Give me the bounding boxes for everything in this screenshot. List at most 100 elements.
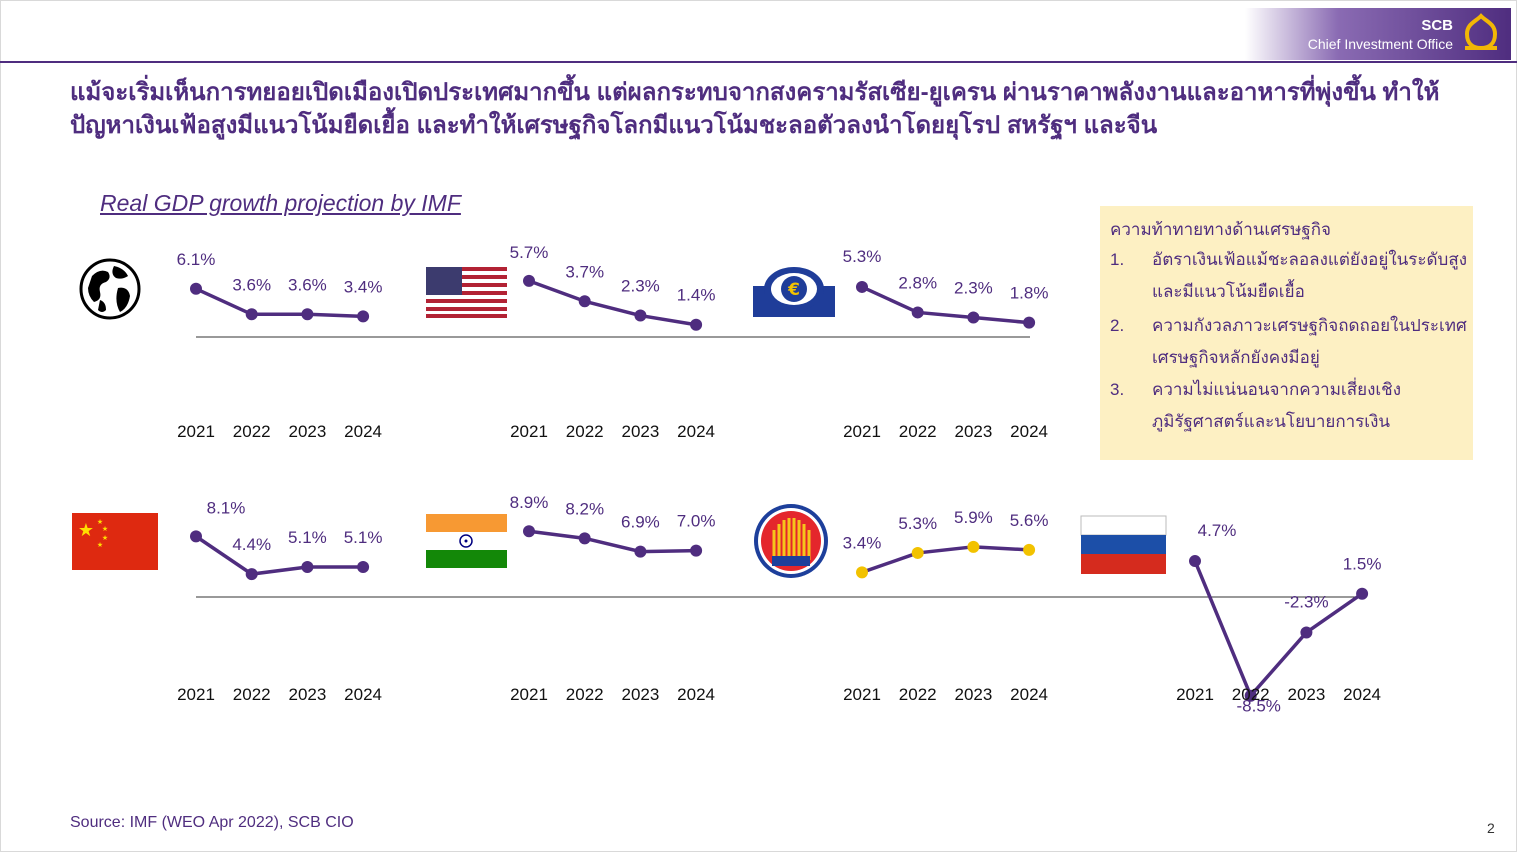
x-tick-label: 2024 xyxy=(677,422,715,441)
x-tick-label: 2022 xyxy=(899,422,937,441)
data-point xyxy=(245,568,258,581)
x-tick-label: 2021 xyxy=(843,422,881,441)
china-flag-icon: ★ ★ ★ ★ ★ xyxy=(72,513,158,570)
series-china: 8.1% 2021 4.4% 2022 5.1% 2023 5.1% 2024 xyxy=(177,498,382,704)
x-tick-label: 2024 xyxy=(344,685,382,704)
scb-logo-icon xyxy=(1464,13,1498,51)
x-tick-label: 2023 xyxy=(288,422,326,441)
data-point xyxy=(690,544,703,557)
series-line xyxy=(195,534,364,576)
data-label: 8.1% xyxy=(207,498,246,517)
data-label: 5.1% xyxy=(344,528,383,547)
series-india: 8.9% 2021 8.2% 2022 6.9% 2023 7.0% 2024 xyxy=(510,493,716,704)
x-tick-label: 2021 xyxy=(510,685,548,704)
source-note: Source: IMF (WEO Apr 2022), SCB CIO xyxy=(70,814,354,831)
ecb-euro-icon: € xyxy=(753,267,835,317)
data-label: 5.7% xyxy=(510,243,549,262)
data-point xyxy=(634,545,647,558)
data-point xyxy=(301,308,314,321)
data-label: 4.4% xyxy=(232,535,271,554)
data-label: 8.9% xyxy=(510,493,549,512)
series-united-states: 5.7% 2021 3.7% 2022 2.3% 2023 1.4% 2024 xyxy=(510,243,716,441)
data-point xyxy=(1356,587,1369,600)
globe-icon xyxy=(79,258,141,320)
note-item-number: 3. xyxy=(1110,380,1125,399)
data-point xyxy=(967,540,980,553)
data-label: 5.9% xyxy=(954,508,993,527)
india-flag-icon xyxy=(426,514,507,568)
data-point xyxy=(190,530,202,543)
x-tick-label: 2022 xyxy=(566,685,604,704)
x-tick-label: 2023 xyxy=(288,685,326,704)
data-label: 1.5% xyxy=(1343,555,1382,574)
x-tick-label: 2024 xyxy=(1343,685,1381,704)
data-point xyxy=(523,525,535,538)
data-point xyxy=(634,309,647,322)
series-line xyxy=(528,529,697,554)
data-label: 3.4% xyxy=(344,277,383,296)
data-point xyxy=(1023,543,1036,556)
svg-text:★: ★ xyxy=(102,525,108,533)
x-tick-label: 2023 xyxy=(954,685,992,704)
data-label: 6.1% xyxy=(177,250,216,269)
series-line xyxy=(195,287,364,319)
data-label: -8.5% xyxy=(1236,697,1280,716)
series-layer: 6.1% 2021 3.6% 2022 3.6% 2023 3.4% 2024 5.7% 2021… xyxy=(177,243,1382,716)
x-tick-label: 2022 xyxy=(899,685,937,704)
data-label: 4.7% xyxy=(1198,521,1237,540)
data-label: 8.2% xyxy=(565,499,604,518)
data-point xyxy=(357,310,370,323)
data-label: 3.7% xyxy=(565,262,604,281)
data-point xyxy=(911,306,924,319)
x-tick-label: 2023 xyxy=(1287,685,1325,704)
note-item-text: อัตราเงินเฟ้อแม้ชะลอลงแต่ยังอยู่ในระดับส… xyxy=(1152,250,1468,301)
note-item-number: 2. xyxy=(1110,316,1125,335)
x-tick-label: 2023 xyxy=(621,422,659,441)
data-label: 3.4% xyxy=(843,533,882,552)
data-point xyxy=(523,274,535,287)
x-tick-label: 2023 xyxy=(621,685,659,704)
data-point xyxy=(856,280,868,293)
x-tick-label: 2024 xyxy=(1010,685,1048,704)
data-label: 1.4% xyxy=(677,286,716,305)
x-tick-label: 2023 xyxy=(954,422,992,441)
series-line xyxy=(861,545,1030,574)
note-item-number: 1. xyxy=(1110,250,1125,269)
data-label: -2.3% xyxy=(1284,592,1328,611)
data-label: 3.6% xyxy=(288,275,327,294)
x-tick-label: 2024 xyxy=(677,685,715,704)
brand-subtitle: Chief Investment Office xyxy=(1307,36,1453,52)
x-tick-label: 2021 xyxy=(177,422,215,441)
series-asean: 3.4% 2021 5.3% 2022 5.9% 2023 5.6% 2024 xyxy=(843,508,1049,704)
svg-text:★: ★ xyxy=(97,518,103,526)
data-label: 2.3% xyxy=(621,277,660,296)
data-point xyxy=(1300,626,1313,639)
data-point xyxy=(578,295,591,308)
data-label: 5.6% xyxy=(1010,511,1049,530)
x-tick-label: 2022 xyxy=(566,422,604,441)
svg-text:★: ★ xyxy=(78,520,94,541)
data-point xyxy=(245,308,258,321)
note-item-text: ความไม่แน่นอนจากความเสี่ยงเชิงภูมิรัฐศาส… xyxy=(1152,380,1402,431)
data-point xyxy=(911,546,924,559)
svg-text:€: € xyxy=(787,280,800,300)
series-russia: 4.7% 2021 -8.5%2022 -2.3% 2023 1.5% 2024 xyxy=(1176,521,1381,716)
x-tick-label: 2022 xyxy=(233,422,271,441)
data-point xyxy=(856,566,868,579)
chart-title: Real GDP growth projection by IMF xyxy=(100,190,461,216)
data-point xyxy=(1023,316,1036,329)
series-world: 6.1% 2021 3.6% 2022 3.6% 2023 3.4% 2024 xyxy=(177,250,383,441)
note-title: ความท้าทายทางด้านเศรษฐกิจ xyxy=(1110,220,1331,239)
data-label: 5.3% xyxy=(898,514,937,533)
data-label: 3.6% xyxy=(232,275,271,294)
data-point xyxy=(301,560,314,573)
data-label: 1.8% xyxy=(1010,284,1049,303)
asean-logo-icon xyxy=(754,504,828,578)
data-label: 5.3% xyxy=(843,247,882,266)
data-label: 2.3% xyxy=(954,279,993,298)
x-tick-label: 2021 xyxy=(1176,685,1214,704)
page-number: 2 xyxy=(1487,820,1495,836)
header-rule xyxy=(0,61,1517,63)
series-euro-area: 5.3% 2021 2.8% 2022 2.3% 2023 1.8% 2024 xyxy=(843,247,1049,441)
x-tick-label: 2022 xyxy=(1232,685,1270,704)
